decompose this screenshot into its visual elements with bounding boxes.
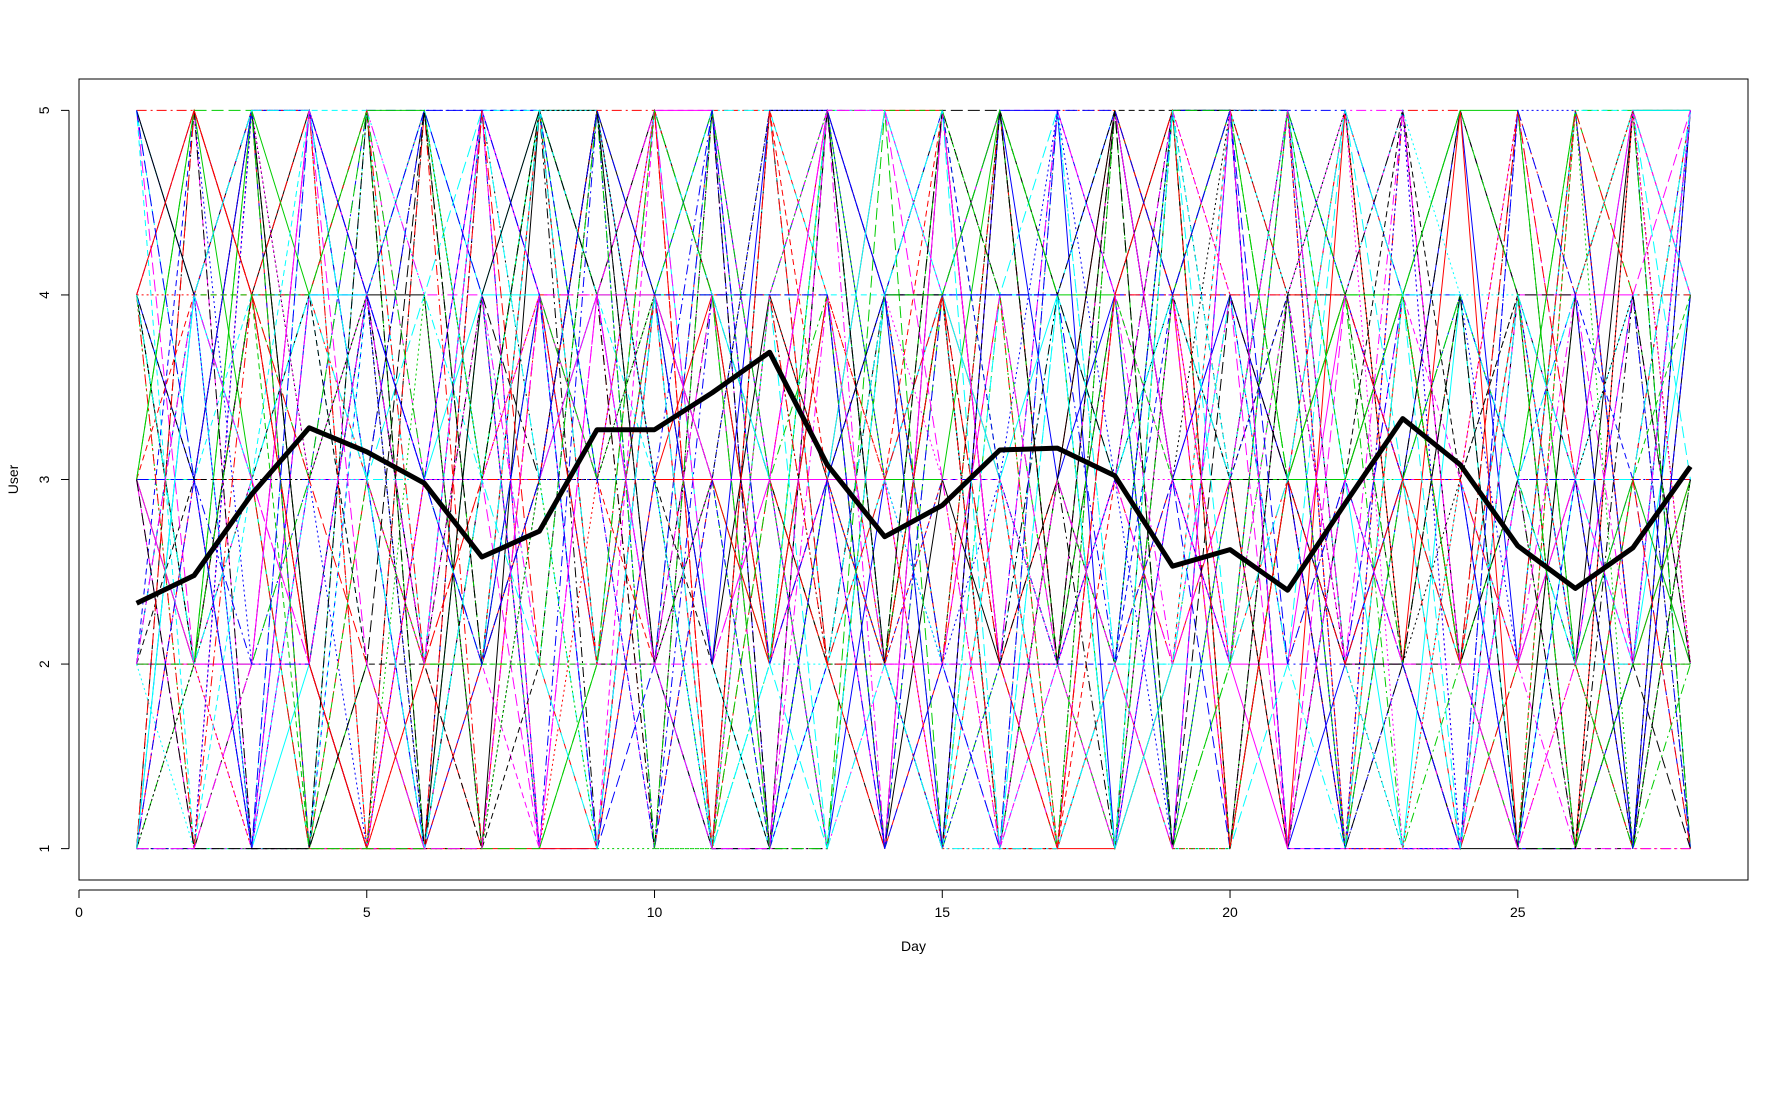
individual-series-line bbox=[136, 110, 1691, 849]
individual-series-layer bbox=[136, 108, 1691, 851]
y-tick-label: 2 bbox=[36, 660, 52, 668]
y-tick-label: 1 bbox=[36, 845, 52, 853]
x-tick-label: 20 bbox=[1222, 904, 1238, 920]
mean-series-line bbox=[135, 349, 1693, 606]
x-tick-label: 15 bbox=[934, 904, 950, 920]
mean-series-layer bbox=[135, 349, 1693, 606]
individual-series-line bbox=[136, 108, 1691, 850]
x-axis-label: Day bbox=[901, 938, 926, 954]
x-tick-label: 0 bbox=[75, 904, 83, 920]
plot-frame bbox=[78, 78, 1749, 881]
y-axis-label: User bbox=[5, 464, 21, 494]
x-tick-label: 5 bbox=[363, 904, 371, 920]
individual-series-line bbox=[136, 110, 1691, 849]
y-tick-label: 3 bbox=[36, 475, 52, 483]
axes-layer: 0 5 10 15 20 25 1 2 3 4 5 bbox=[36, 106, 1526, 920]
x-tick-label: 10 bbox=[647, 904, 663, 920]
x-tick-label: 25 bbox=[1510, 904, 1526, 920]
individual-series-line bbox=[136, 109, 1691, 851]
individual-series-line bbox=[136, 109, 1691, 849]
individual-series-line bbox=[136, 109, 1691, 849]
y-tick-label: 5 bbox=[36, 106, 52, 114]
y-tick-label: 4 bbox=[36, 291, 52, 299]
